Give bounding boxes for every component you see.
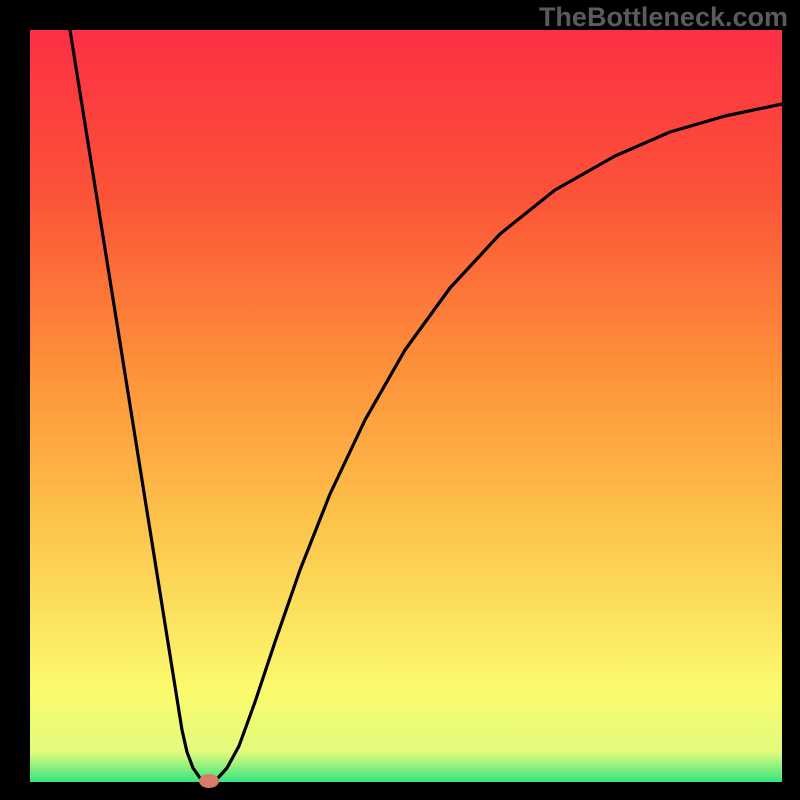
chart-frame: TheBottleneck.com bbox=[0, 0, 800, 800]
watermark-text: TheBottleneck.com bbox=[539, 2, 788, 33]
gradient-plot-area bbox=[30, 30, 782, 782]
